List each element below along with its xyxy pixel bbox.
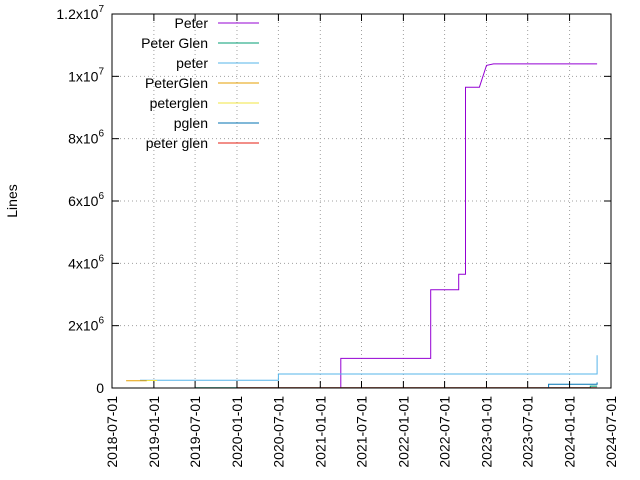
x-tick-label: 2020-01-01 bbox=[229, 396, 245, 468]
y-tick-base: 4x10 bbox=[68, 255, 99, 271]
x-tick-label: 2023-01-01 bbox=[478, 396, 494, 468]
legend-label: peter bbox=[176, 55, 208, 71]
x-tick-label: 2022-07-01 bbox=[437, 396, 453, 468]
series-line-5 bbox=[195, 382, 598, 389]
x-tick-label: 2020-07-01 bbox=[270, 396, 286, 468]
y-tick-label: 4x106 bbox=[68, 253, 104, 271]
y-tick-exponent: 7 bbox=[98, 4, 104, 15]
x-tick-label: 2023-07-01 bbox=[520, 396, 536, 468]
y-tick-base: 1x10 bbox=[68, 68, 99, 84]
x-tick-label: 2021-07-01 bbox=[354, 396, 370, 468]
x-axis: 2018-07-01 2019-01-01 2019-07-01 2020-01-01… bbox=[104, 14, 619, 468]
y-tick-label: 2x106 bbox=[68, 316, 104, 334]
y-tick-base: 6x10 bbox=[68, 193, 99, 209]
y-tick-base: 1.2x10 bbox=[56, 6, 98, 22]
series-line-0 bbox=[340, 63, 598, 388]
y-tick-exponent: 6 bbox=[98, 253, 104, 264]
legend: Peter Peter Glen peter PeterGlen peterglen pg… bbox=[141, 15, 259, 151]
y-tick-label: 0 bbox=[96, 380, 104, 396]
legend-label: peter glen bbox=[146, 135, 208, 151]
series-lines bbox=[126, 63, 598, 389]
legend-label: PeterGlen bbox=[145, 75, 208, 91]
x-tick-label: 2019-07-01 bbox=[187, 396, 203, 468]
y-tick-label: 8x106 bbox=[68, 129, 104, 147]
y-tick-exponent: 7 bbox=[98, 66, 104, 77]
x-tick-label: 2018-07-01 bbox=[104, 396, 120, 468]
y-tick-base: 8x10 bbox=[68, 131, 99, 147]
x-tick-label: 2019-01-01 bbox=[146, 396, 162, 468]
legend-label: pglen bbox=[174, 115, 208, 131]
x-tick-label: 2022-01-01 bbox=[395, 396, 411, 468]
y-tick-base: 2x10 bbox=[68, 318, 99, 334]
y-tick-exponent: 6 bbox=[98, 316, 104, 327]
y-tick-label: 1.2x107 bbox=[56, 4, 104, 22]
y-tick-exponent: 6 bbox=[98, 191, 104, 202]
y-tick-base: 0 bbox=[96, 380, 104, 396]
y-axis-title: Lines bbox=[4, 184, 20, 217]
series-line-2 bbox=[140, 355, 598, 381]
x-tick-label: 2024-07-01 bbox=[603, 396, 619, 468]
x-tick-label: 2024-01-01 bbox=[562, 396, 578, 468]
legend-label: Peter bbox=[175, 15, 209, 31]
y-tick-label: 1x107 bbox=[68, 66, 104, 84]
legend-label: Peter Glen bbox=[141, 35, 208, 51]
x-tick-label: 2021-01-01 bbox=[312, 396, 328, 468]
y-tick-label: 6x106 bbox=[68, 191, 104, 209]
y-tick-exponent: 6 bbox=[98, 129, 104, 140]
legend-label: peterglen bbox=[150, 95, 208, 111]
